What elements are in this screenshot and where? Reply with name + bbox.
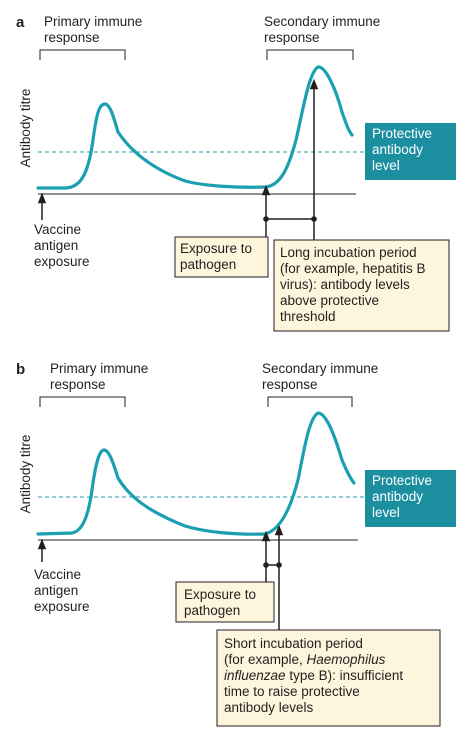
panel-a-primary-response-label: Primary immune response: [39, 14, 142, 60]
panel-b-primary-line1: Primary immune: [50, 361, 148, 376]
panel-a-incubation-box: [273, 239, 450, 332]
text-segment: (for example,: [224, 652, 307, 667]
panel-b-protective-box: Protective antibody level: [365, 470, 456, 527]
panel-a-incubation-line3: virus): antibody levels: [280, 277, 410, 292]
panel-a-incubation-marker: Long incubation period (for example, hep…: [263, 78, 450, 332]
panel-b-exposure-line2: pathogen: [184, 603, 240, 618]
panel-b-y-axis-label: Antibody titre: [18, 435, 33, 514]
panel-a-protective-line3: level: [372, 158, 400, 173]
panel-a-vaccine-marker: Vaccine antigen exposure: [34, 192, 90, 269]
panel-b-vaccine-line3: exposure: [34, 599, 90, 614]
panel-a-exposure-box: [174, 236, 269, 278]
panel-b-incubation-box: [216, 629, 441, 727]
panel-b-primary-line2: response: [50, 377, 106, 392]
panel-a-protective-line1: Protective: [372, 126, 432, 141]
panel-a-incubation-line5: threshold: [280, 309, 336, 324]
panel-b-secondary-line2: response: [262, 377, 318, 392]
panel-a-exposure-line2: pathogen: [180, 257, 236, 272]
panel-a-exposure-marker: Exposure to pathogen: [174, 184, 271, 278]
panel-a-antibody-curve: [36, 65, 354, 190]
text-segment: type B): insufficient: [286, 668, 404, 683]
panel-a-protective-line2: antibody: [372, 142, 423, 157]
panel-a-interval-dot-start: [263, 216, 269, 222]
panel-a: a Primary immune response Secondary immu…: [16, 14, 456, 332]
text-segment: Haemophilus: [307, 652, 386, 667]
panel-a-primary-line1: Primary immune: [44, 14, 142, 29]
panel-a-exposure-line1: Exposure to: [180, 241, 252, 256]
panel-a-y-axis-label: Antibody titre: [18, 89, 33, 168]
panel-b-antibody-curve: [36, 411, 356, 536]
panel-b-interval-dot-start: [263, 562, 269, 568]
panel-a-secondary-line1: Secondary immune: [264, 14, 380, 29]
panel-a-letter: a: [16, 14, 25, 31]
panel-b-incubation-line3: influenzae type B): insufficient: [224, 668, 403, 683]
panel-b-protective-rect: [365, 470, 456, 527]
text-segment: Short incubation period: [224, 636, 363, 651]
panel-a-secondary-bracket: [266, 49, 354, 60]
panel-a-incubation-line2: (for example, hepatitis B: [280, 261, 426, 276]
panel-b-vaccine-line2: antigen: [34, 583, 78, 598]
panel-a-incubation-line4: above protective: [280, 293, 379, 308]
text-segment: influenzae: [224, 668, 286, 683]
panel-b-interval-dot-end: [276, 562, 282, 568]
panel-a-interval-dot-end: [311, 216, 317, 222]
panel-a-secondary-response-label: Secondary immune response: [264, 14, 380, 60]
panel-b: b Primary immune response Secondary immu…: [16, 361, 456, 727]
panel-a-vaccine-line2: antigen: [34, 238, 78, 253]
panel-b-exposure-box: [175, 581, 275, 623]
panel-b-incubation-marker: Short incubation period (for example, Ha…: [216, 524, 441, 727]
text-segment: time to raise protective: [224, 684, 360, 699]
panel-b-exposure-line1: Exposure to: [184, 587, 256, 602]
panel-b-protective-line1: Protective: [372, 473, 432, 488]
panel-a-protective-box: Protective antibody level: [365, 123, 456, 180]
panel-a-incubation-line1: Long incubation period: [280, 245, 417, 260]
panel-b-incubation-line1: Short incubation period: [224, 636, 363, 651]
panel-b-incubation-line2: (for example, Haemophilus: [224, 652, 386, 667]
panel-a-vaccine-line1: Vaccine: [34, 222, 81, 237]
panel-b-secondary-response-label: Secondary immune response: [262, 361, 378, 407]
panel-b-protective-line2: antibody: [372, 489, 423, 504]
panel-b-vaccine-line1: Vaccine: [34, 567, 81, 582]
panel-b-exposure-marker: Exposure to pathogen: [175, 530, 275, 623]
panel-b-secondary-bracket: [267, 396, 353, 407]
panel-b-primary-bracket: [39, 396, 126, 407]
panel-b-secondary-line1: Secondary immune: [262, 361, 378, 376]
panel-a-primary-bracket: [39, 49, 126, 60]
panel-b-incubation-line4: time to raise protective: [224, 684, 360, 699]
panel-b-incubation-line5: antibody levels: [224, 700, 314, 715]
panel-a-secondary-line2: response: [264, 30, 320, 45]
panel-a-protective-rect: [365, 123, 456, 180]
panel-b-vaccine-marker: Vaccine antigen exposure: [34, 538, 90, 614]
panel-a-vaccine-line3: exposure: [34, 254, 90, 269]
text-segment: antibody levels: [224, 700, 314, 715]
panel-b-letter: b: [16, 361, 25, 378]
panel-b-primary-response-label: Primary immune response: [39, 361, 148, 407]
panel-b-protective-line3: level: [372, 505, 400, 520]
panel-a-primary-line2: response: [44, 30, 100, 45]
